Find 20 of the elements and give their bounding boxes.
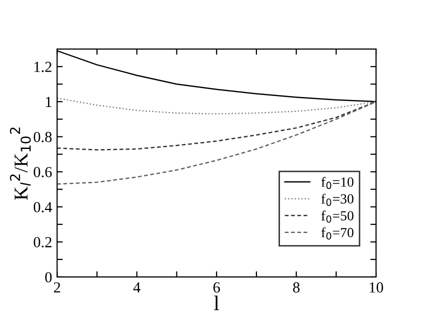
legend-label: f$_{0}$=70 [321,227,354,240]
y-tick-label: 0.2 [34,237,52,248]
y-tick-label: 0.6 [34,166,52,178]
x-tick-label: 10 [370,282,384,293]
x-tick-label: 4 [133,282,140,292]
x-axis-title: l [214,296,220,310]
x-tick-label: 8 [293,282,300,293]
legend-label: f$_{0}$=10 [321,176,354,190]
x-tick-label: 2 [54,282,60,292]
y-tick-label: 1 [46,96,52,107]
x-tick-label: 6 [213,282,220,293]
line-series [57,98,376,115]
y-tick-label: 0 [45,272,52,282]
y-axis-title: K$_{l}$$^{2}$/K$_{10}$$^{2}$ [10,128,31,200]
legend-label: f$_{0}$=50 [321,210,354,223]
line-series [57,101,376,150]
legend-label: f$_{0}$=30 [321,194,354,206]
y-tick-label: 1.2 [34,62,52,72]
y-tick-label: 0.8 [34,132,52,142]
y-tick-label: 0.4 [34,202,52,212]
